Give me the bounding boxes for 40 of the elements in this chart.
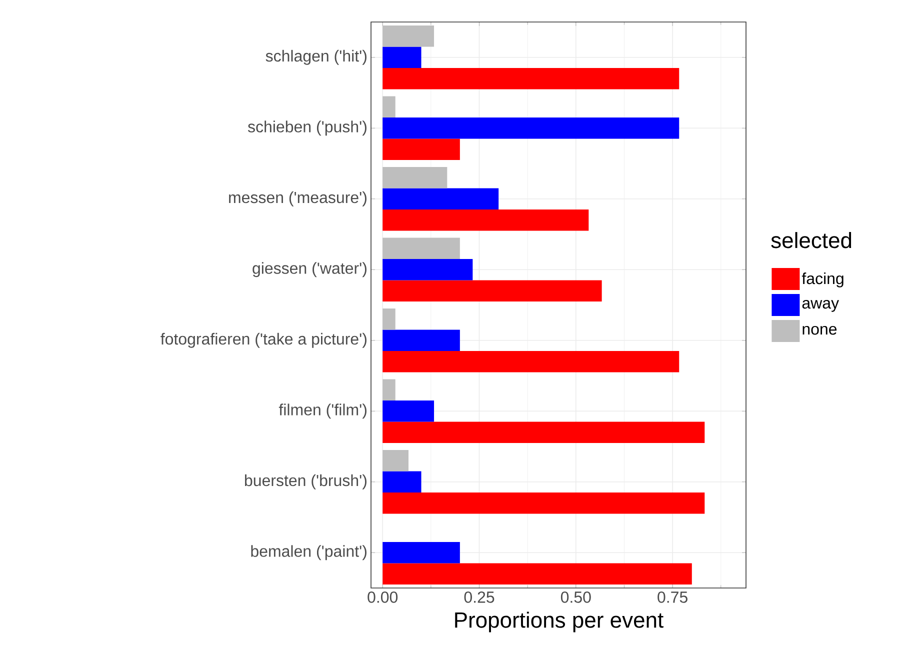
y-tick-label: filmen ('film') [278, 404, 366, 419]
bar [382, 350, 680, 372]
x-tick-label: 0.50 [560, 592, 591, 603]
bar [382, 238, 460, 260]
y-tick-label: bemalen ('paint') [251, 545, 366, 560]
bar [382, 422, 705, 443]
y-tick-label: schieben ('push') [248, 120, 366, 136]
bar [382, 563, 692, 584]
y-tick-label: giessen ('water') [252, 262, 366, 278]
x-axis-title: Proportions per event [455, 612, 664, 632]
bar [382, 379, 396, 401]
bar [382, 330, 460, 351]
bar [382, 259, 473, 280]
legend-label: facing [802, 272, 844, 288]
bar [382, 308, 396, 330]
y-tick-label: messen ('measure') [229, 191, 366, 206]
bar [382, 96, 396, 118]
bar [382, 542, 460, 564]
bar [382, 167, 448, 188]
bar [382, 138, 460, 160]
bar [382, 280, 602, 302]
bar [382, 492, 705, 514]
bar [382, 400, 434, 422]
bar [382, 118, 680, 139]
bar [382, 450, 409, 472]
bar [382, 209, 589, 231]
y-tick-label: fotografieren ('take a picture') [160, 332, 366, 348]
legend-label: away [802, 300, 839, 312]
y-tick-label: buersten ('brush') [245, 474, 366, 490]
x-tick-label: 0.75 [658, 592, 688, 603]
bar [382, 46, 422, 68]
bar [382, 26, 434, 47]
y-tick-label: schlagen ('hit') [266, 50, 366, 65]
bar [382, 188, 499, 210]
x-tick-label: 0.25 [464, 592, 494, 603]
legend-label: none [802, 326, 837, 335]
bar [382, 68, 680, 90]
x-tick-label: 0.00 [368, 592, 398, 603]
bar [382, 471, 422, 492]
legend-title: selected [771, 232, 852, 248]
